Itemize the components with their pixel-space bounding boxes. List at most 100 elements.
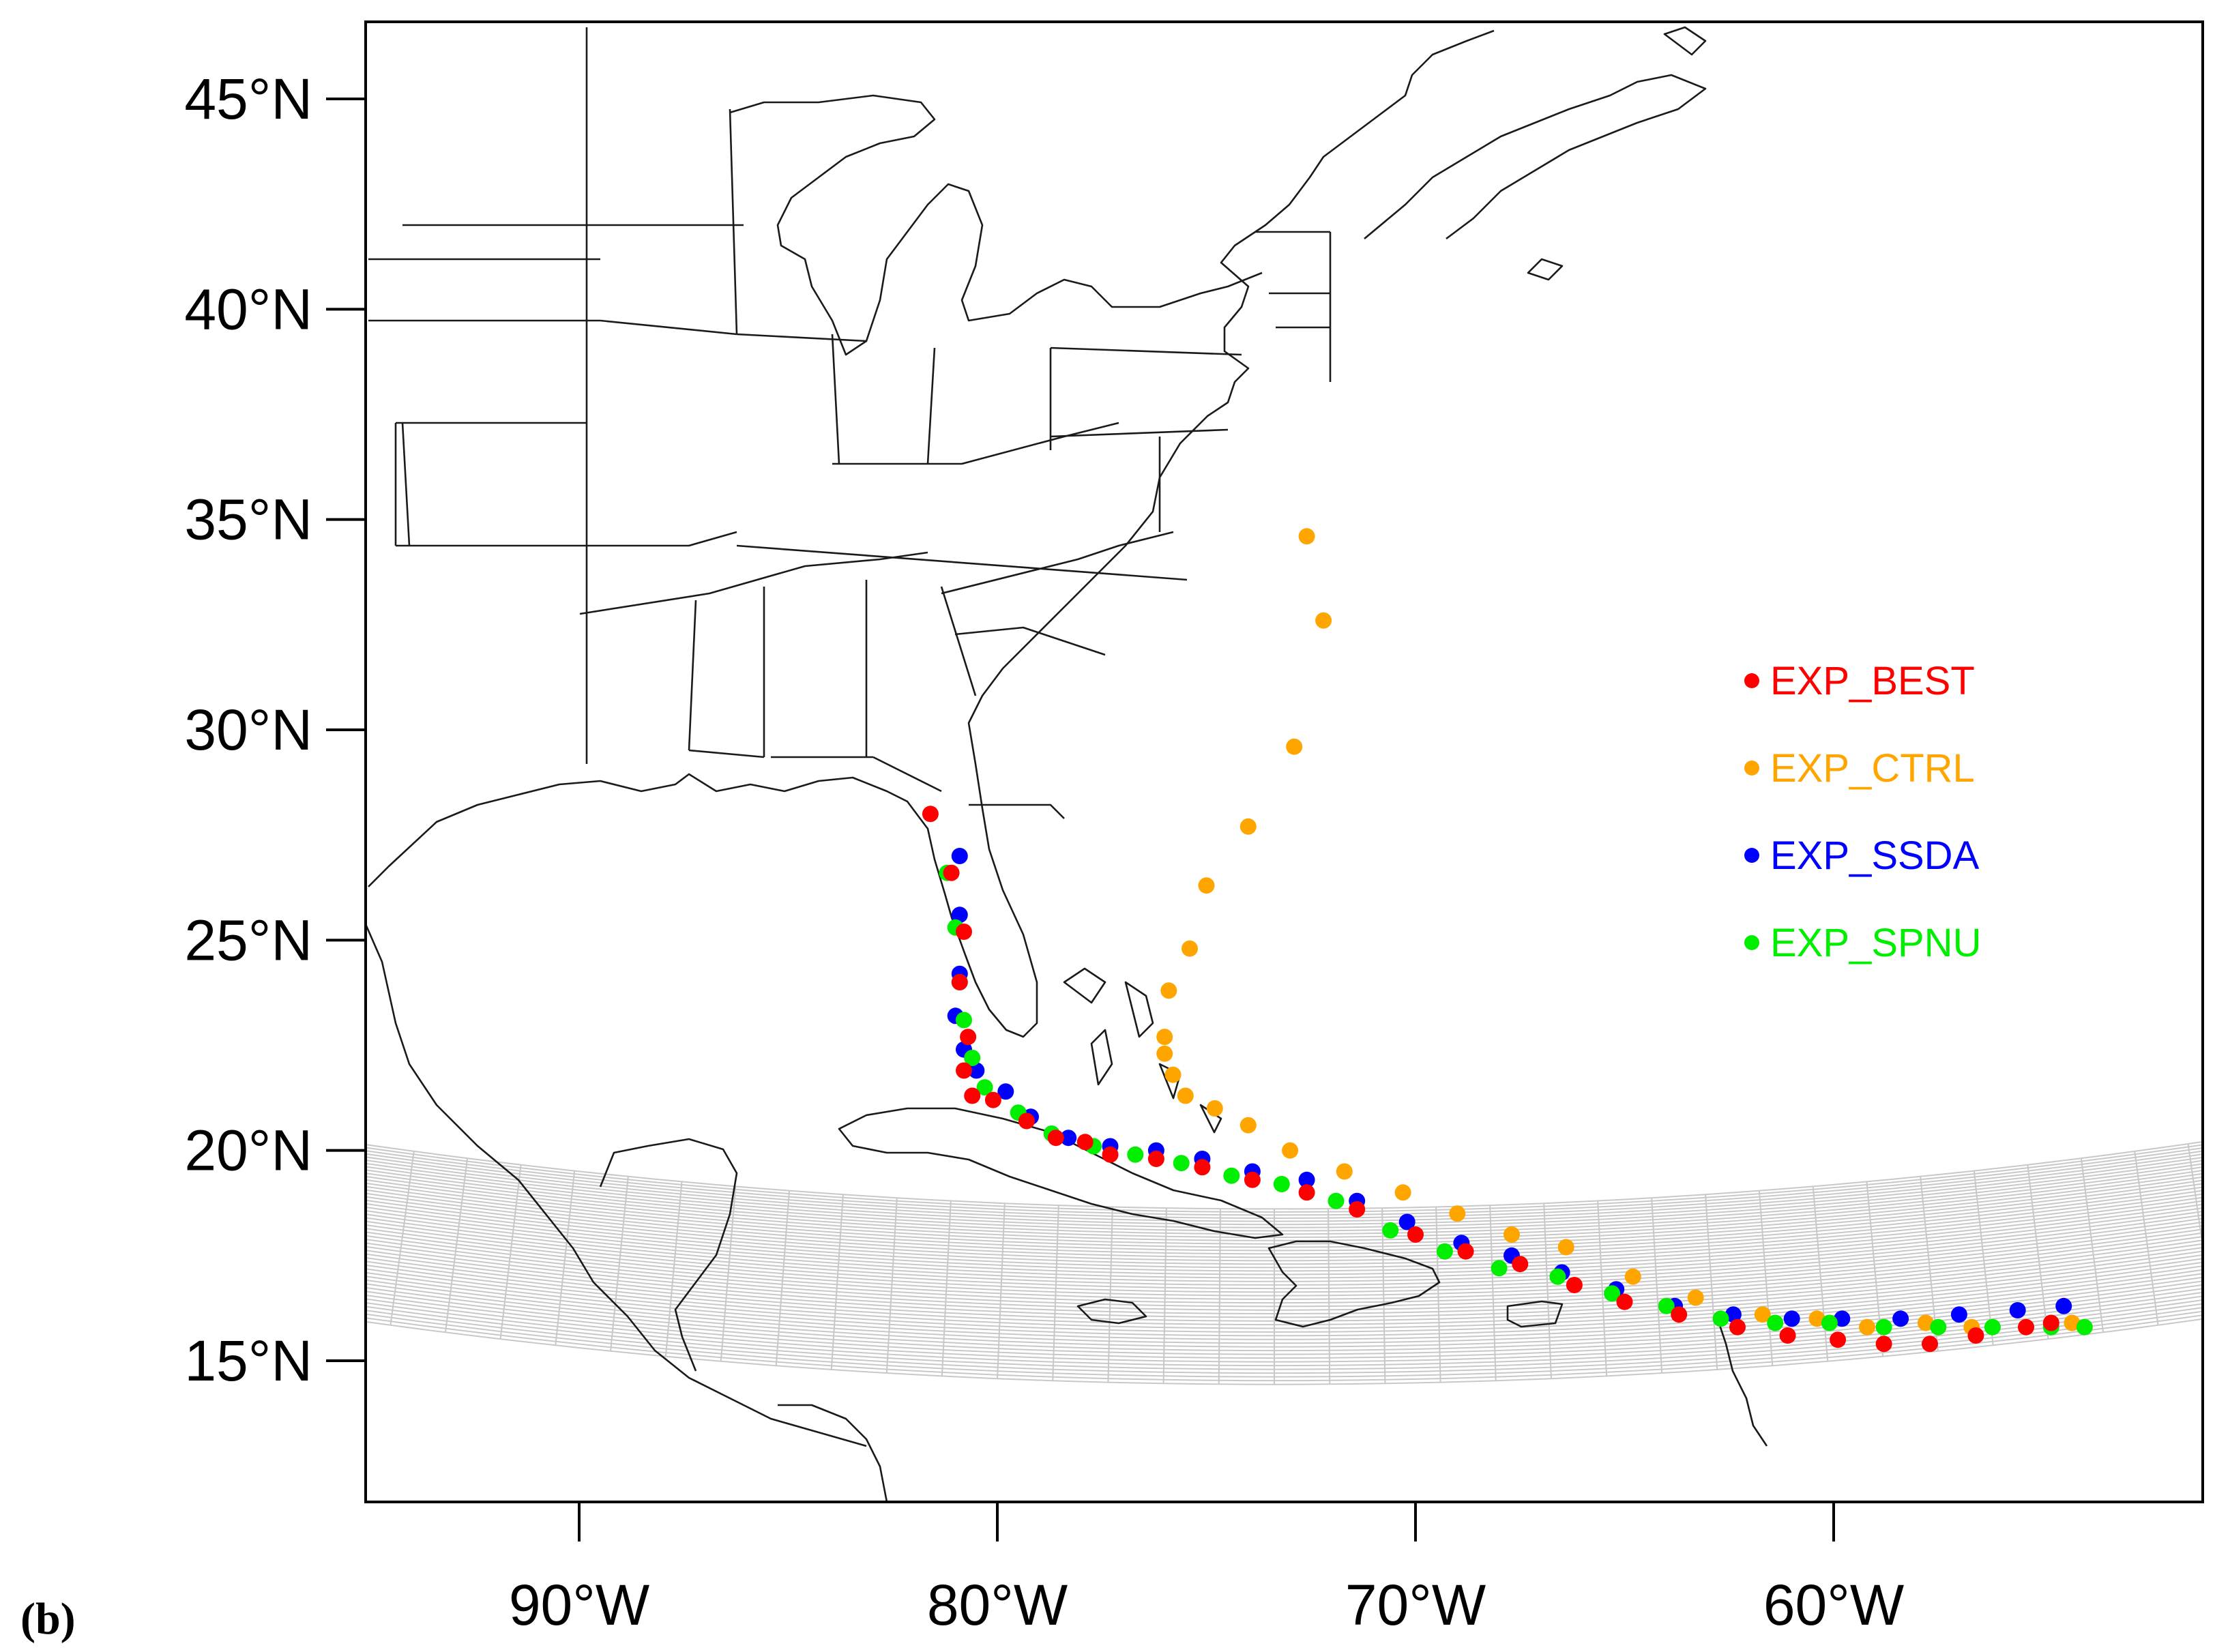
- track-point: [1557, 1239, 1574, 1256]
- track-point: [1298, 1184, 1315, 1201]
- track-point: [1382, 1222, 1399, 1239]
- track-point: [951, 848, 968, 864]
- parallel-line: [366, 1299, 2203, 1367]
- track-point: [1286, 738, 1303, 755]
- y-tick-label: 30°N: [184, 698, 312, 762]
- parallel-line: [366, 1295, 2203, 1363]
- legend-label: EXP_SSDA: [1770, 834, 1980, 878]
- track-point: [1394, 1184, 1411, 1201]
- track-point: [1327, 1192, 1345, 1209]
- track-point: [1922, 1336, 1938, 1353]
- parallel-line: [366, 1254, 2203, 1322]
- track-point: [1783, 1310, 1800, 1327]
- track-point: [1457, 1243, 1474, 1260]
- track-point: [1503, 1226, 1520, 1243]
- parallel-line: [366, 1153, 2203, 1222]
- track-point: [1917, 1314, 1934, 1331]
- track-point: [1298, 528, 1315, 545]
- track-point: [1984, 1318, 2001, 1336]
- legend-marker: [1744, 848, 1759, 863]
- track-point: [997, 1083, 1014, 1100]
- gulf-coast-west: [366, 924, 867, 1447]
- parallel-line: [366, 1310, 2203, 1378]
- bahamas: [1063, 967, 1222, 1134]
- parallel-line: [366, 1269, 2203, 1337]
- map-plot-area[interactable]: EXP_BEST EXP_CTRL EXP_SSDA EXP_SPNU: [0, 22, 2215, 1502]
- track-point: [951, 906, 968, 924]
- parallel-line: [366, 1183, 2203, 1252]
- track-point: [1566, 1277, 1583, 1293]
- parallel-line: [366, 1176, 2203, 1245]
- legend: EXP_BEST EXP_CTRL EXP_SSDA EXP_SPNU: [1744, 659, 1981, 965]
- track-point: [1967, 1327, 1984, 1344]
- track-point: [951, 974, 968, 990]
- track-point: [1875, 1318, 1892, 1336]
- parallel-line: [366, 1144, 2203, 1213]
- parallel-line: [366, 1284, 2203, 1352]
- track-point: [1177, 1087, 1194, 1104]
- x-tick-label: 90°W: [509, 1573, 649, 1637]
- legend-label: EXP_SPNU: [1770, 921, 1981, 965]
- lesser-antilles: [1718, 1323, 1768, 1447]
- y-tick-label: 45°N: [184, 67, 312, 131]
- track-point: [1754, 1306, 1771, 1323]
- parallel-line: [366, 1261, 2203, 1329]
- gulf-coast: [368, 29, 1495, 1038]
- track-point: [2076, 1318, 2093, 1336]
- parallel-line: [366, 1232, 2203, 1300]
- parallel-line: [366, 1200, 2203, 1269]
- parallel-line: [366, 1140, 2203, 1210]
- plot-frame: [364, 20, 2204, 1503]
- panel-label: (b): [20, 1594, 76, 1644]
- track-point: [1102, 1146, 1119, 1163]
- great-lakes: [729, 94, 1263, 356]
- track-point: [1449, 1205, 1466, 1222]
- track-point: [956, 924, 972, 940]
- x-tick-label: 70°W: [1345, 1573, 1486, 1637]
- parallel-line: [366, 1163, 2203, 1232]
- track-point: [1127, 1146, 1144, 1163]
- track-point: [943, 864, 960, 881]
- track-point: [1687, 1289, 1704, 1306]
- y-tick-label: 15°N: [184, 1329, 312, 1393]
- track-point: [1407, 1226, 1424, 1243]
- track-point: [1206, 1100, 1223, 1117]
- yucatan: [599, 1138, 738, 1372]
- track-point: [1147, 1151, 1164, 1167]
- parallel-line: [366, 1291, 2203, 1359]
- track-point: [1892, 1310, 1909, 1327]
- track-point: [1729, 1318, 1746, 1336]
- legend-label: EXP_BEST: [1770, 659, 1975, 703]
- track-point: [1282, 1142, 1299, 1159]
- track-point: [1156, 1045, 1173, 1062]
- axis-layer: 45°N 40°N 35°N 30°N 25°N 20°N 15°N 90°W 80°W 70°W…: [184, 67, 1904, 1637]
- parallel-line: [366, 1190, 2203, 1258]
- parallel-line: [366, 1211, 2203, 1279]
- track-point: [1349, 1201, 1366, 1218]
- track-point: [1194, 1159, 1211, 1176]
- parallel-line: [366, 1314, 2203, 1382]
- legend-marker: [1744, 935, 1759, 950]
- track-point: [1767, 1314, 1784, 1331]
- track-point: [964, 1050, 981, 1066]
- parallel-line: [366, 1258, 2203, 1326]
- track-point: [1950, 1306, 1967, 1323]
- track-point: [1712, 1310, 1729, 1327]
- track-point: [1830, 1331, 1847, 1348]
- parallel-line: [366, 1179, 2203, 1248]
- track-point: [1875, 1336, 1892, 1353]
- track-point: [976, 1079, 993, 1096]
- track-point: [2064, 1314, 2081, 1331]
- track-point: [1156, 1029, 1173, 1046]
- y-tick-label: 40°N: [184, 277, 312, 341]
- graticule-grid: [366, 1140, 2203, 1385]
- track-point: [960, 1029, 977, 1046]
- parallel-line: [366, 1247, 2203, 1315]
- track-point: [1808, 1310, 1825, 1327]
- legend-marker: [1744, 673, 1759, 688]
- track-point: [1018, 1112, 1035, 1130]
- legend-item-exp-ssda: EXP_SSDA: [1744, 834, 1980, 878]
- track-point: [1060, 1130, 1077, 1147]
- track-point: [1244, 1171, 1261, 1188]
